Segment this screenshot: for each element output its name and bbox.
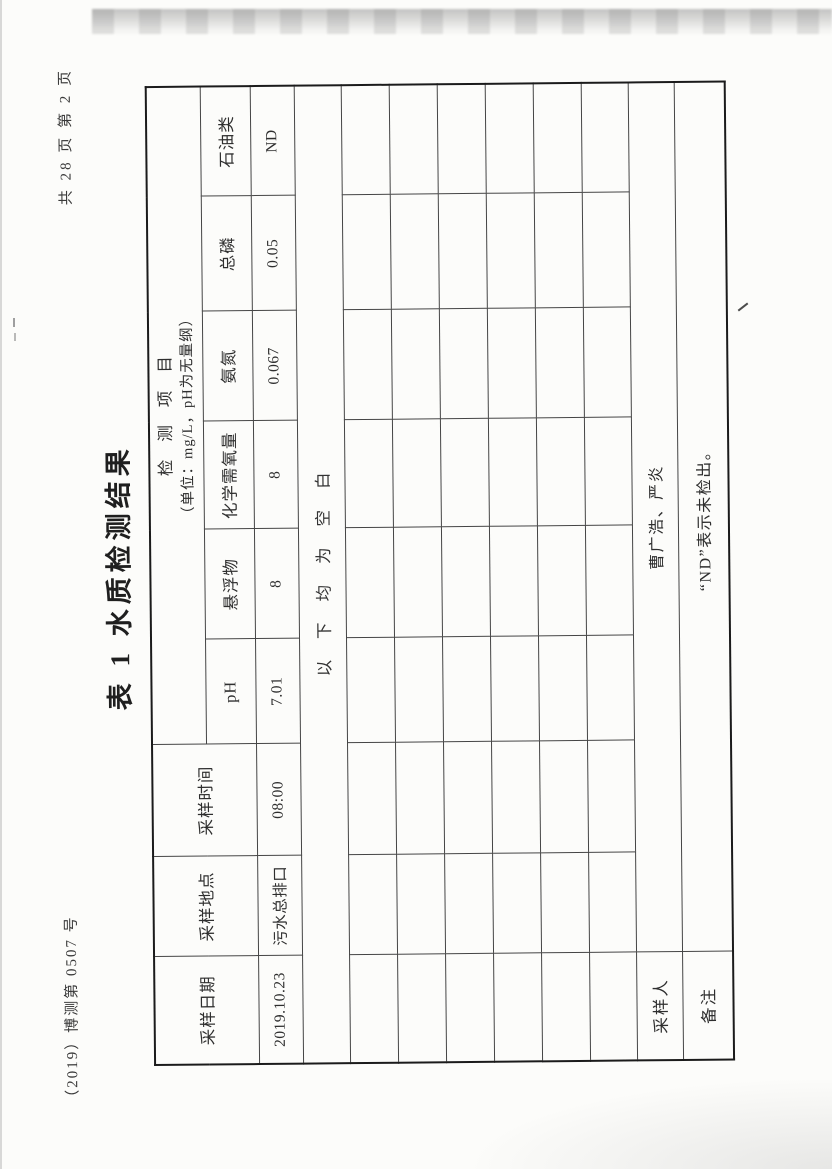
empty-row xyxy=(532,82,590,1061)
empty-cell xyxy=(489,635,539,742)
col-header-sample-site: 采样地点 xyxy=(152,855,258,957)
empty-cell xyxy=(343,419,393,528)
remark-value: “ND”表示未检出。 xyxy=(673,80,733,952)
header-row-top: 采样日期 采样地点 采样时间 检测项目 （单位：mg/L，pH为无量纲） xyxy=(145,86,259,1065)
empty-cell xyxy=(392,526,442,638)
empty-cell xyxy=(585,634,634,741)
col-header-petroleum: 石油类 xyxy=(199,85,251,197)
empty-cell xyxy=(442,741,492,854)
empty-row xyxy=(436,83,494,1062)
report-doc-number: （2019）博测第 0507 号 xyxy=(63,914,81,1105)
sampler-value: 曹广浩、严炎 xyxy=(627,81,682,952)
empty-cell xyxy=(583,416,632,526)
empty-row xyxy=(388,83,446,1063)
empty-cell xyxy=(345,637,395,743)
empty-cell xyxy=(485,192,535,309)
empty-cell xyxy=(391,418,441,528)
empty-cell xyxy=(444,953,494,1062)
page-count-indicator: 共 28 页 第 2 页 xyxy=(57,67,75,205)
empty-cell xyxy=(582,306,631,418)
cell-ph: 7.01 xyxy=(254,638,300,744)
cell-total-phosphorus: 0.05 xyxy=(250,195,296,311)
empty-cell xyxy=(393,636,443,743)
col-header-sample-date: 采样日期 xyxy=(153,955,259,1065)
col-header-ph: pH xyxy=(204,638,256,745)
cell-sample-date: 2019.10.23 xyxy=(257,955,303,1064)
results-table-wrapper: 采样日期 采样地点 采样时间 检测项目 （单位：mg/L，pH为无量纲） pH … xyxy=(144,79,735,1066)
cell-suspended-solids: 8 xyxy=(253,528,299,639)
empty-cell xyxy=(388,83,438,195)
empty-cell xyxy=(492,952,542,1062)
empty-cell xyxy=(443,853,493,954)
empty-cell xyxy=(534,307,584,418)
empty-cell xyxy=(389,193,439,310)
empty-cell xyxy=(491,852,541,954)
empty-cell xyxy=(587,851,636,953)
empty-cell xyxy=(348,954,398,1063)
empty-cell xyxy=(538,740,588,853)
empty-cell xyxy=(342,309,392,420)
empty-cell xyxy=(436,83,486,194)
empty-cell xyxy=(395,853,445,955)
scan-speck-artifact xyxy=(14,333,16,341)
empty-cell xyxy=(486,307,536,419)
empty-cell xyxy=(487,417,537,527)
col-header-suspended-solids: 悬浮物 xyxy=(203,528,255,640)
report-title: 表 1 水质检测结果 xyxy=(102,443,136,710)
empty-cell xyxy=(340,84,390,195)
col-header-sample-time: 采样时间 xyxy=(151,743,257,857)
empty-cell xyxy=(344,527,394,638)
empty-cell xyxy=(532,82,582,193)
sampler-label: 采样人 xyxy=(635,951,683,1060)
col-header-total-phosphorus: 总磷 xyxy=(200,195,252,312)
empty-cell xyxy=(440,526,490,637)
cell-cod: 8 xyxy=(252,420,298,529)
remark-row: 备注 “ND”表示未检出。 xyxy=(673,80,734,1060)
test-items-merged-header: 检测项目 （单位：mg/L，pH为无量纲） xyxy=(145,86,206,745)
empty-cell xyxy=(536,525,586,636)
empty-row xyxy=(484,82,542,1062)
empty-cell xyxy=(537,635,587,741)
empty-cell xyxy=(346,742,396,855)
empty-cell xyxy=(535,417,585,526)
scan-speck-artifact xyxy=(13,318,15,327)
empty-cell xyxy=(533,192,583,308)
cell-sample-time: 08:00 xyxy=(255,743,301,856)
empty-cell xyxy=(484,82,534,194)
empty-cell xyxy=(581,191,630,308)
empty-cell xyxy=(437,193,487,309)
empty-cell xyxy=(588,951,637,1061)
col-header-cod: 化学需氧量 xyxy=(202,420,254,530)
remark-label: 备注 xyxy=(681,950,734,1060)
empty-cell xyxy=(396,953,446,1063)
empty-cell xyxy=(584,524,633,636)
cell-sample-site: 污水总排口 xyxy=(256,855,302,956)
empty-cell xyxy=(586,739,635,853)
cell-ammonia-nitrogen: 0.067 xyxy=(251,310,297,421)
results-table: 采样日期 采样地点 采样时间 检测项目 （单位：mg/L，pH为无量纲） pH … xyxy=(144,79,735,1066)
empty-cell xyxy=(441,636,491,742)
empty-cell xyxy=(539,852,589,953)
empty-cell xyxy=(488,525,538,637)
empty-cell xyxy=(390,308,440,420)
col-header-ammonia-nitrogen: 氨氮 xyxy=(201,310,253,422)
empty-cell xyxy=(438,308,488,419)
empty-cell xyxy=(439,418,489,527)
empty-cell xyxy=(394,741,444,855)
empty-cell xyxy=(341,194,391,310)
scanner-edge-left xyxy=(0,0,2,1169)
cell-petroleum: ND xyxy=(249,85,295,196)
empty-cell xyxy=(347,854,397,955)
empty-cell xyxy=(580,81,629,193)
empty-cell xyxy=(540,952,590,1061)
empty-row xyxy=(340,84,398,1063)
empty-cell xyxy=(490,740,540,854)
